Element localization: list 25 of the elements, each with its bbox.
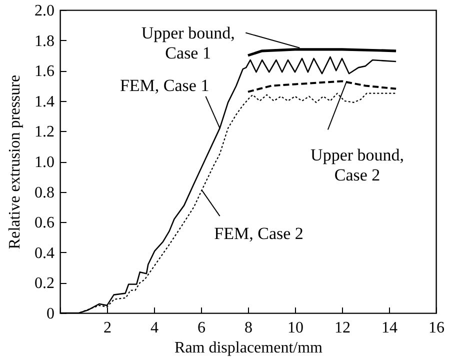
- x-tick-label: 6: [198, 320, 206, 336]
- x-tick-label: 10: [288, 320, 304, 336]
- annotation: Upper bound, Case 1: [141, 23, 235, 62]
- y-axis-title: Relative extrusion pressure: [6, 74, 24, 250]
- annotation: FEM, Case 2: [214, 224, 304, 244]
- x-tick-label: 4: [150, 320, 158, 336]
- y-tick-label: 1.2: [34, 124, 54, 141]
- y-tick-label: 0.8: [34, 184, 54, 202]
- annotation: Upper bound, Case 2: [310, 145, 404, 184]
- y-tick-label: 0: [46, 306, 54, 322]
- x-tick-label: 8: [244, 320, 252, 336]
- x-tick-label: 14: [382, 320, 398, 336]
- y-tick-label: 1.0: [34, 154, 54, 171]
- x-tick-label: 12: [334, 320, 350, 336]
- x-axis-title: Ram displacement/mm: [174, 340, 324, 356]
- x-tick-label: 16: [428, 320, 444, 336]
- y-tick-label: 0.2: [34, 275, 54, 292]
- y-tick-label: 1.4: [34, 93, 54, 110]
- y-tick-label: 0.6: [34, 214, 54, 232]
- annotation: FEM, Case 1: [120, 76, 210, 95]
- y-tick-label: 2.0: [34, 2, 54, 20]
- x-tick-label: 2: [104, 320, 112, 336]
- y-tick-label: 0.4: [34, 244, 54, 262]
- y-tick-label: 1.8: [34, 32, 54, 50]
- y-tick-label: 1.6: [34, 63, 54, 80]
